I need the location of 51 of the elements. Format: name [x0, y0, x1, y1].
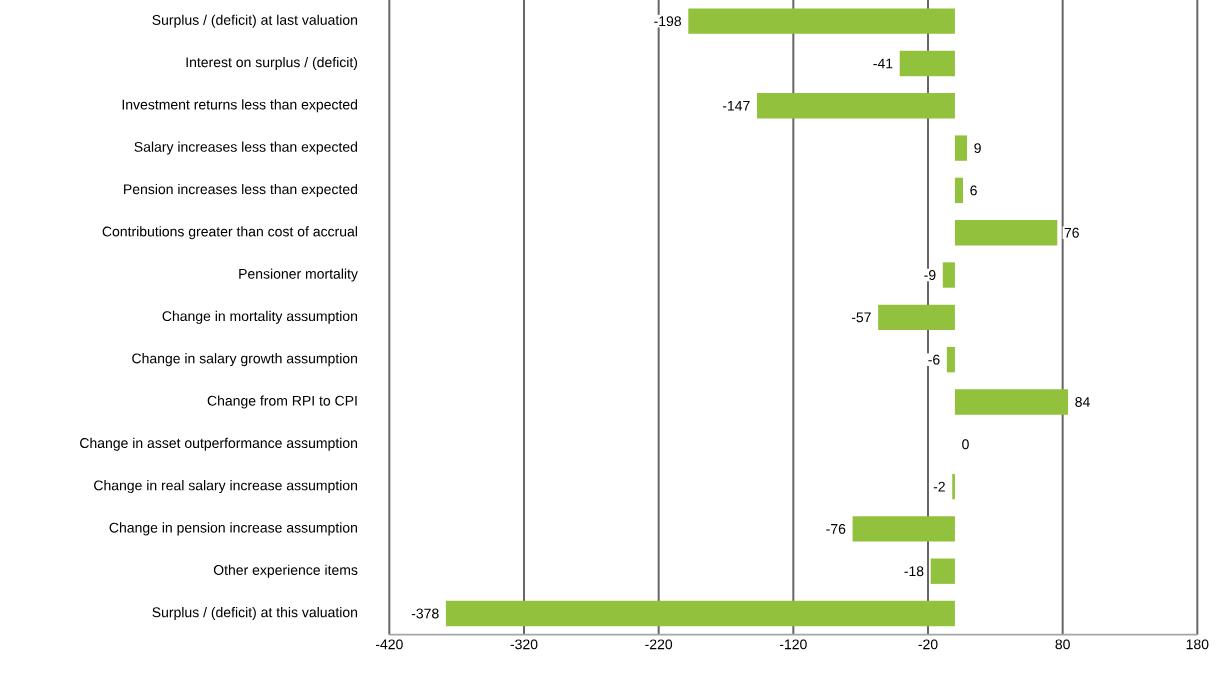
- data-label: -198: [654, 16, 682, 27]
- y-tick-label: Change in real salary increase assumption: [94, 480, 357, 494]
- x-tick-label: 80: [1055, 639, 1070, 650]
- data-label: -6: [928, 354, 940, 365]
- x-tick-label: -20: [918, 639, 938, 650]
- x-tick-label: 180: [1186, 639, 1209, 650]
- bar: [899, 50, 955, 77]
- data-label: 76: [1064, 227, 1079, 238]
- data-label: -378: [411, 608, 439, 619]
- bar: [954, 220, 1058, 246]
- bar: [954, 177, 964, 204]
- data-label: -76: [826, 523, 846, 534]
- y-tick-label: Other experience items: [213, 564, 358, 578]
- bar: [946, 346, 955, 373]
- y-tick-label: Salary increases less than expected: [134, 141, 358, 155]
- data-label: 9: [974, 143, 981, 154]
- bar: [930, 558, 955, 584]
- data-label: -18: [904, 566, 924, 577]
- y-tick-label: Change in pension increase assumption: [109, 522, 357, 536]
- bar: [756, 93, 955, 119]
- y-tick-label: Surplus / (deficit) at last valuation: [152, 14, 358, 28]
- data-label: -57: [851, 312, 871, 323]
- bar: [878, 304, 955, 331]
- y-tick-label: Change in mortality assumption: [162, 310, 358, 324]
- bar: [688, 8, 955, 34]
- bar: [445, 600, 955, 627]
- y-tick-label: Surplus / (deficit) at this valuation: [152, 606, 358, 621]
- bar: [952, 473, 955, 500]
- bar: [852, 516, 955, 542]
- data-label: -147: [722, 100, 750, 111]
- y-tick-label: Change in asset outperformance assumption: [80, 437, 357, 451]
- data-label: -41: [873, 58, 893, 69]
- y-tick-label: Pension increases less than expected: [124, 183, 358, 197]
- data-label: -9: [924, 270, 936, 280]
- y-tick-label: Change in salary growth assumption: [132, 353, 357, 367]
- y-tick-label: Contributions greater than cost of accrual: [102, 226, 357, 240]
- data-label: -2: [933, 481, 945, 492]
- data-label: 0: [962, 439, 969, 450]
- x-tick-label: -120: [779, 639, 807, 650]
- x-tick-label: -320: [510, 639, 538, 650]
- x-tick-label: -420: [375, 639, 403, 650]
- y-tick-label: Pensioner mortality: [239, 268, 358, 282]
- x-tick-label: -220: [645, 639, 673, 650]
- y-tick-label: Investment returns less than expected: [122, 99, 358, 113]
- bar: [954, 389, 1069, 415]
- bar: [942, 262, 955, 288]
- bar: [954, 135, 968, 161]
- data-label: 84: [1075, 397, 1090, 407]
- y-tick-label: Interest on surplus / (deficit): [186, 56, 358, 70]
- data-label: 6: [970, 185, 977, 196]
- y-tick-label: Change from RPI to CPI: [207, 395, 357, 409]
